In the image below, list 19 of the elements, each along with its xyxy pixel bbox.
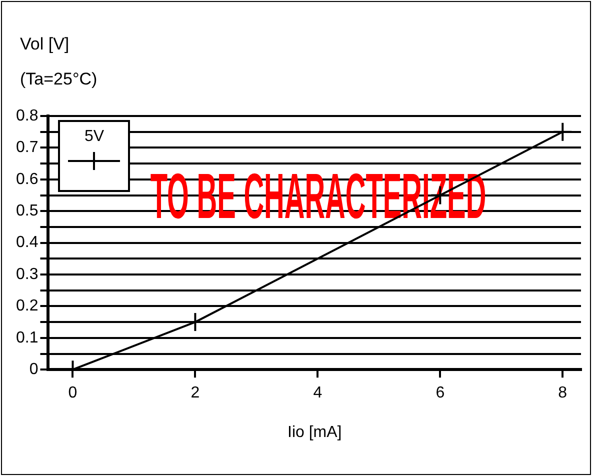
x-tick-label: 2 xyxy=(190,384,200,402)
x-tick-label: 4 xyxy=(313,384,322,402)
chart-subtitle: (Ta=25°C) xyxy=(20,70,98,89)
y-tick-label: 0.3 xyxy=(16,266,38,283)
x-axis-title: Iio [mA] xyxy=(288,424,342,441)
y-tick-label: 0.5 xyxy=(16,202,38,220)
y-tick-label: 0.6 xyxy=(16,170,38,188)
y-tick-label: 0.4 xyxy=(16,234,38,252)
y-tick-label: 0.2 xyxy=(16,298,38,315)
legend-box: 5V xyxy=(58,120,130,192)
y-tick-label: 0.1 xyxy=(16,329,38,346)
x-tick-label: 6 xyxy=(436,384,445,402)
y-tick-label: 0.7 xyxy=(16,139,38,156)
x-tick-label: 8 xyxy=(558,384,568,402)
y-axis-title: Vol [V] xyxy=(20,34,70,54)
point xyxy=(552,122,573,142)
y-tick-label: 0.8 xyxy=(16,107,38,124)
x-tick-label: 0 xyxy=(68,384,78,402)
y-tick-label: 0 xyxy=(29,361,38,378)
